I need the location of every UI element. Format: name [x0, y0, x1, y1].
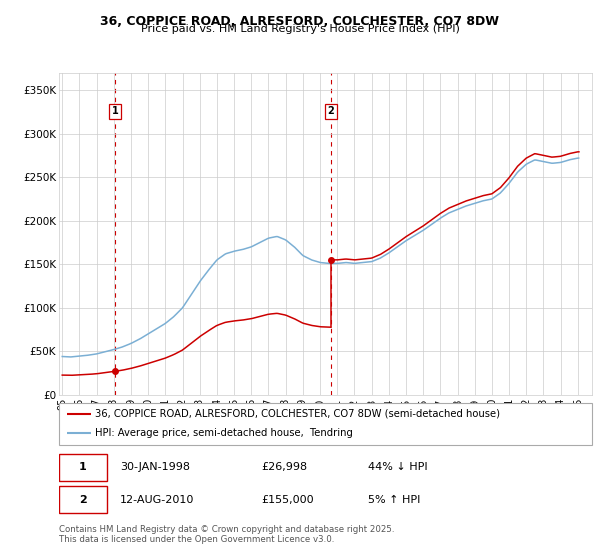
- Text: 1: 1: [112, 106, 119, 116]
- Text: Contains HM Land Registry data © Crown copyright and database right 2025.: Contains HM Land Registry data © Crown c…: [59, 525, 394, 534]
- Text: 44% ↓ HPI: 44% ↓ HPI: [368, 463, 427, 473]
- FancyBboxPatch shape: [59, 454, 107, 481]
- Text: 30-JAN-1998: 30-JAN-1998: [120, 463, 190, 473]
- Text: 36, COPPICE ROAD, ALRESFORD, COLCHESTER, CO7 8DW: 36, COPPICE ROAD, ALRESFORD, COLCHESTER,…: [101, 15, 499, 27]
- Text: 5% ↑ HPI: 5% ↑ HPI: [368, 494, 420, 505]
- Text: 2: 2: [79, 494, 86, 505]
- FancyBboxPatch shape: [59, 486, 107, 513]
- Text: 36, COPPICE ROAD, ALRESFORD, COLCHESTER, CO7 8DW (semi-detached house): 36, COPPICE ROAD, ALRESFORD, COLCHESTER,…: [95, 409, 500, 419]
- Text: 1: 1: [79, 463, 86, 473]
- Text: 12-AUG-2010: 12-AUG-2010: [120, 494, 194, 505]
- Text: HPI: Average price, semi-detached house,  Tendring: HPI: Average price, semi-detached house,…: [95, 428, 353, 438]
- FancyBboxPatch shape: [59, 403, 592, 445]
- Text: Price paid vs. HM Land Registry's House Price Index (HPI): Price paid vs. HM Land Registry's House …: [140, 24, 460, 34]
- Text: £26,998: £26,998: [261, 463, 307, 473]
- Text: 2: 2: [328, 106, 334, 116]
- Text: This data is licensed under the Open Government Licence v3.0.: This data is licensed under the Open Gov…: [59, 535, 334, 544]
- Text: £155,000: £155,000: [261, 494, 314, 505]
